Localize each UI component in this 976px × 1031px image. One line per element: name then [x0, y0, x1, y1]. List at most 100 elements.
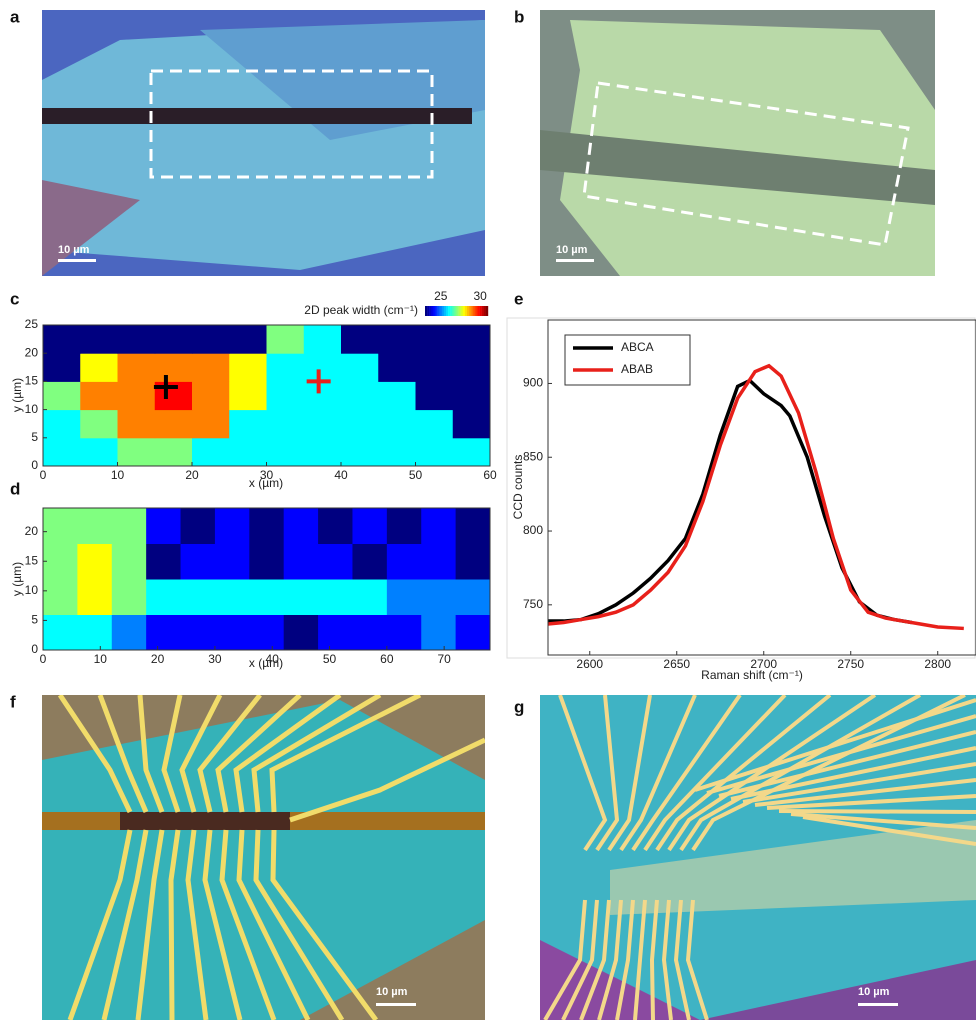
colorbar-segment [442, 306, 444, 316]
heat-cell [453, 325, 491, 354]
y-axis-label: CCD counts [511, 455, 525, 520]
scale-bar-label: 10 µm [376, 986, 408, 998]
heat-cell [181, 508, 216, 544]
heat-cell [229, 381, 267, 410]
x-tick-label: 2600 [576, 657, 603, 671]
heat-cell [421, 508, 456, 544]
heat-cell [146, 508, 181, 544]
panel-label: e [514, 289, 523, 308]
y-tick-label: 20 [25, 345, 39, 359]
heat-cell [249, 615, 284, 651]
heat-cell [453, 438, 491, 467]
colorbar-segment [463, 306, 465, 316]
heat-cell [416, 438, 454, 467]
colorbar-segment [482, 306, 484, 316]
colorbar-segment [431, 306, 433, 316]
heat-cell [229, 438, 267, 467]
heat-cell [318, 579, 353, 615]
colorbar-label: 2D peak width (cm⁻¹) [304, 303, 418, 317]
heat-cell [352, 544, 387, 580]
heat-cell [267, 381, 305, 410]
x-tick-label: 50 [323, 652, 337, 666]
heat-cell [456, 615, 491, 651]
electrode [779, 811, 976, 812]
heat-cell [416, 410, 454, 439]
heat-cell [43, 615, 78, 651]
heat-cell [421, 544, 456, 580]
heat-cell [249, 579, 284, 615]
x-tick-label: 0 [40, 652, 47, 666]
x-tick-label: 60 [483, 468, 497, 482]
line [548, 366, 964, 629]
x-axis-label: x (µm) [249, 656, 283, 670]
y-tick-label: 850 [523, 449, 543, 463]
heat-cell [215, 544, 250, 580]
heat-cell [352, 615, 387, 651]
heat-cell [155, 410, 193, 439]
x-tick-label: 20 [151, 652, 165, 666]
heat-cell [112, 615, 147, 651]
heat-cell [341, 353, 379, 382]
colorbar-segment [471, 306, 473, 316]
x-tick-label: 50 [409, 468, 423, 482]
x-axis-label: x (µm) [249, 476, 283, 490]
heat-cell [146, 615, 181, 651]
y-tick-label: 5 [31, 430, 38, 444]
heat-cell [284, 615, 319, 651]
heat-cell [80, 325, 118, 354]
heat-cell [118, 410, 156, 439]
heat-cell [112, 579, 147, 615]
micrograph-f [42, 695, 485, 1020]
colorbar-segment [440, 306, 442, 316]
heat-cell [43, 325, 81, 354]
heat-cell [304, 410, 342, 439]
panel-label: f [10, 692, 16, 711]
colorbar-segment [438, 306, 440, 316]
scale-bar-label: 10 µm [556, 244, 588, 256]
heat-cell [80, 438, 118, 467]
heat-cell [267, 325, 305, 354]
heat-cell [192, 381, 230, 410]
colorbar-segment [450, 306, 452, 316]
heat-cell [215, 615, 250, 651]
heat-cell [284, 508, 319, 544]
heat-cell [387, 544, 422, 580]
x-tick-label: 20 [185, 468, 199, 482]
heat-cell [155, 353, 193, 382]
heat-cell [112, 544, 147, 580]
legend-label: ABCA [621, 340, 654, 354]
micrograph-g [540, 695, 976, 1020]
heat-cell [453, 410, 491, 439]
heat-cell [43, 381, 81, 410]
heat-cell [77, 544, 112, 580]
heat-cell [118, 381, 156, 410]
scale-bar-label: 10 µm [58, 244, 90, 256]
heat-cell [77, 508, 112, 544]
x-tick-label: 0 [40, 468, 47, 482]
heat-cell [318, 508, 353, 544]
heat-cell [43, 544, 78, 580]
colorbar-segment [478, 306, 480, 316]
micrograph-b [540, 10, 935, 276]
x-tick-label: 10 [111, 468, 125, 482]
colorbar-segment [429, 306, 431, 316]
heat-cell [192, 353, 230, 382]
heat-cell [378, 438, 416, 467]
heat-cell [387, 615, 422, 651]
y-tick-label: 5 [31, 613, 38, 627]
heat-cell [80, 410, 118, 439]
colorbar-segment [475, 306, 477, 316]
colorbar-segment [452, 306, 454, 316]
heat-cell [341, 381, 379, 410]
heat-cell [192, 438, 230, 467]
lines [548, 366, 964, 629]
heat-cell [304, 353, 342, 382]
heat-cell [387, 579, 422, 615]
heat-cell [43, 508, 78, 544]
y-tick-label: 750 [523, 597, 543, 611]
heat-cell [249, 508, 284, 544]
heat-cell [421, 579, 456, 615]
heat-cell [118, 325, 156, 354]
scale-bar-label: 10 µm [858, 986, 890, 998]
heat-cell [192, 410, 230, 439]
